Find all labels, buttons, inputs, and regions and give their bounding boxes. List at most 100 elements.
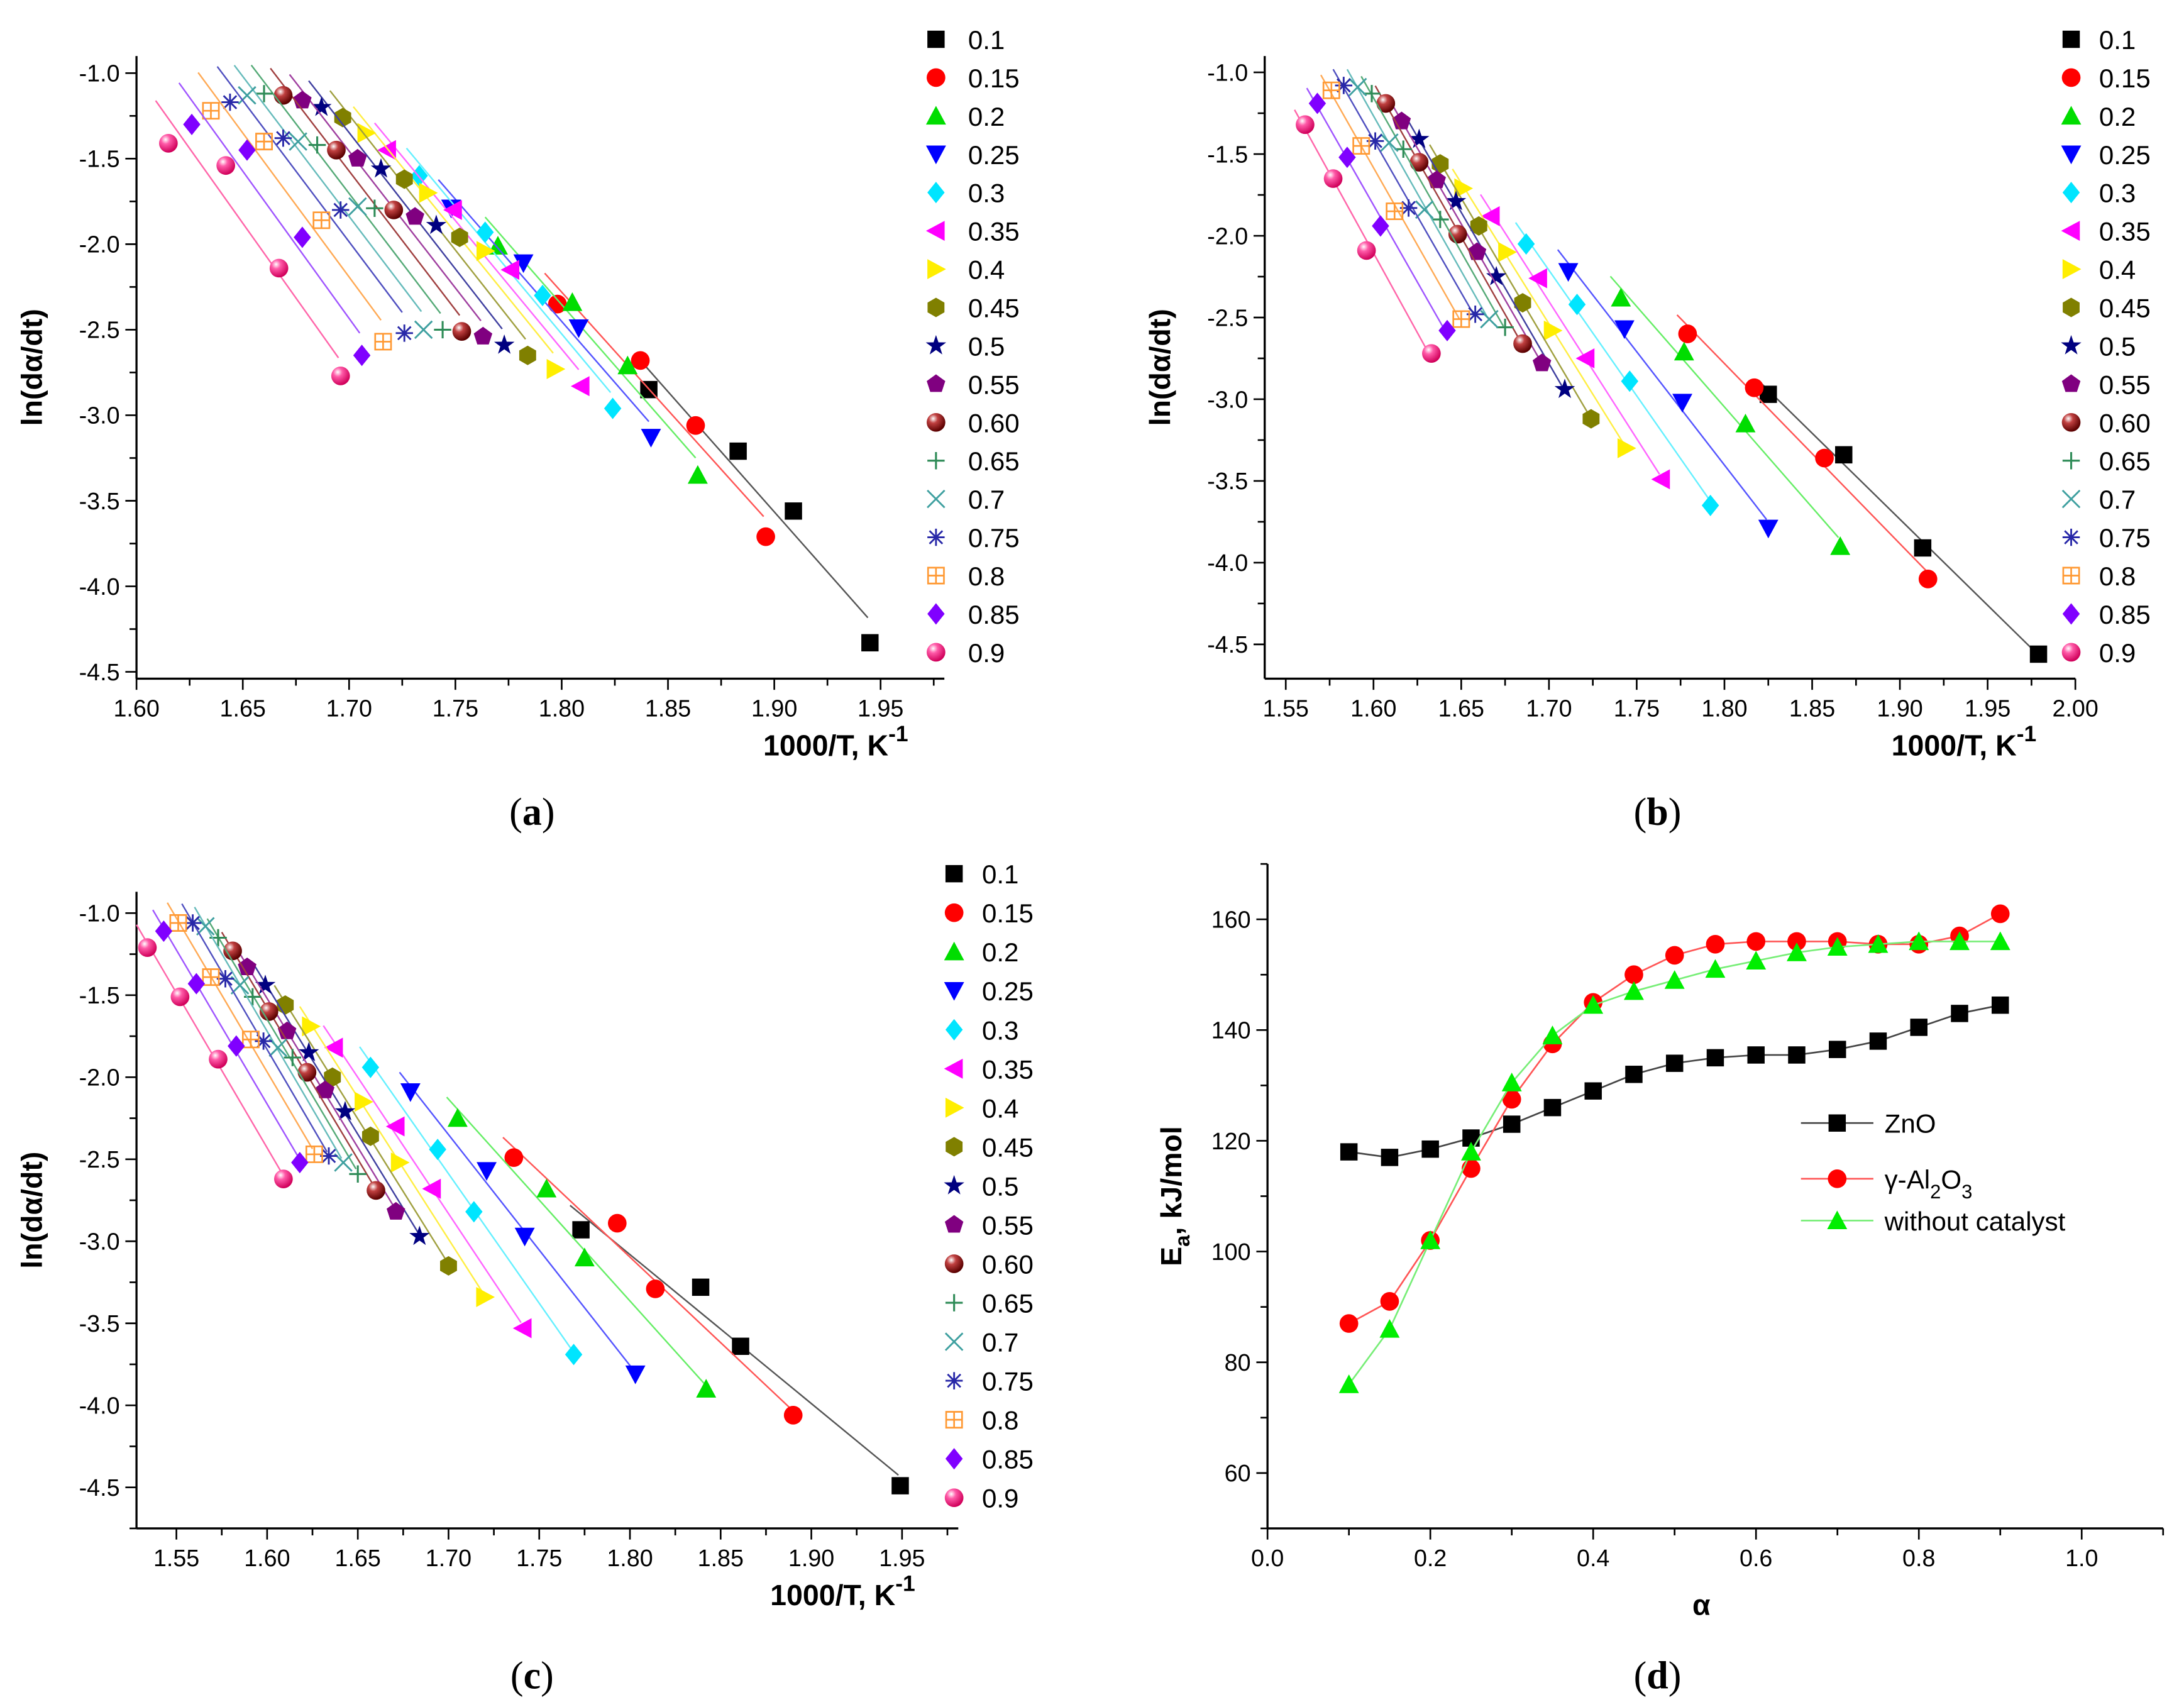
series-0.55: [289, 74, 493, 345]
legend-marker: [927, 297, 945, 318]
data-point: [361, 1056, 380, 1078]
series-0.25: [399, 1071, 646, 1384]
legend-label: 0.7: [982, 1328, 1019, 1357]
data-point: [1705, 959, 1726, 978]
series-0.5: [308, 80, 515, 354]
legend-label: 0.45: [2099, 294, 2151, 323]
data-point: [1409, 128, 1430, 148]
legend-label: 0.1: [2099, 25, 2136, 55]
data-point: [1611, 287, 1631, 307]
data-point: [334, 1153, 353, 1172]
y-tick-label: -3.0: [1207, 386, 1248, 412]
series-0.8: [167, 902, 323, 1163]
data-point: [513, 254, 534, 273]
legend-label: 0.85: [2099, 600, 2151, 629]
legend-label: 0.1: [968, 25, 1005, 55]
y-tick-label: -3.5: [79, 488, 120, 514]
legend-marker: [925, 106, 946, 125]
y-tick-label: -3.5: [1207, 468, 1248, 494]
legend-label-sub: 3: [1961, 1181, 1972, 1203]
fit-line: [1408, 121, 1564, 389]
x-tick-label: 1.85: [698, 1545, 744, 1571]
data-point: [353, 345, 371, 367]
y-tick-label: -3.0: [79, 1229, 120, 1255]
data-point: [332, 201, 350, 219]
panel-label: (b): [1634, 791, 1682, 834]
data-point: [732, 1337, 749, 1356]
data-point: [1621, 370, 1639, 392]
data-point: [686, 416, 705, 435]
fit-line: [233, 65, 422, 312]
legend-label: 0.5: [982, 1171, 1019, 1201]
series-0.45: [273, 985, 457, 1276]
panel-label-close: ): [542, 791, 555, 834]
data-point: [155, 920, 173, 942]
x-tick-label: 0.6: [1740, 1545, 1772, 1571]
data-point: [1543, 1098, 1562, 1117]
series-0.1: [1757, 379, 2048, 663]
data-point: [370, 158, 392, 178]
legend-label: without catalyst: [1884, 1207, 2066, 1236]
series-0.15: [502, 1137, 803, 1425]
data-point: [1422, 344, 1441, 363]
data-point: [1386, 202, 1404, 220]
y-tick-label: -1.0: [79, 900, 120, 927]
x-tick-label: 1.60: [1350, 695, 1396, 721]
data-point: [1376, 94, 1396, 113]
data-point: [228, 1035, 245, 1057]
y-tick-label: -1.5: [79, 982, 120, 1008]
data-point: [390, 1152, 410, 1173]
data-point: [617, 355, 638, 375]
legend-label: 0.35: [2099, 217, 2151, 246]
panel-label-letter: d: [1646, 1655, 1668, 1698]
x-tick-label: 1.65: [220, 695, 266, 721]
legend-marker: [945, 1448, 963, 1470]
data-point: [289, 132, 307, 151]
data-point: [625, 1365, 646, 1384]
series-0.75: [216, 66, 413, 342]
y-tick-label: 60: [1225, 1460, 1251, 1486]
data-point: [238, 139, 256, 161]
legend-marker: [927, 566, 945, 585]
data-point: [1335, 77, 1353, 94]
chart-panel-a: 1.60 1.65 1.70 1.75 1.80 1.85 1.90 1.95 -1.0 -1.5…: [15, 25, 1019, 834]
data-point: [1910, 1019, 1928, 1036]
data-point: [259, 1002, 279, 1021]
data-point: [1470, 216, 1487, 236]
data-point: [1918, 570, 1938, 588]
fit-line: [178, 82, 361, 334]
data-point: [565, 1344, 583, 1366]
data-point: [414, 320, 433, 340]
y-tick-label: -1.5: [79, 146, 120, 172]
legend-marker: [2061, 374, 2081, 392]
series-0.65: [250, 64, 451, 339]
data-point: [1486, 265, 1507, 285]
legend-marker: [2062, 566, 2080, 585]
fit-line: [194, 907, 343, 1159]
data-point: [729, 442, 747, 460]
fit-line: [155, 100, 339, 358]
data-point: [465, 1201, 483, 1223]
legend-marker: [944, 903, 964, 922]
fit-line: [446, 1097, 705, 1384]
legend-label: 0.7: [2099, 485, 2136, 514]
y-tick-label: 160: [1211, 906, 1251, 932]
fit-line: [1452, 168, 1625, 446]
fit-line: [635, 355, 869, 619]
data-point: [1460, 1142, 1481, 1161]
data-point: [1481, 206, 1500, 226]
legend-marker: [945, 1019, 963, 1041]
panel-label-letter: b: [1646, 791, 1668, 834]
data-point: [255, 133, 273, 151]
data-point: [387, 1202, 405, 1220]
data-point: [1745, 378, 1764, 397]
series-0.4: [353, 106, 566, 379]
data-point: [1747, 1046, 1765, 1064]
data-point: [494, 334, 515, 354]
legend-label: 0.45: [982, 1132, 1034, 1162]
y-tick-label: 140: [1211, 1017, 1251, 1044]
data-point: [891, 1477, 909, 1494]
data-point: [785, 502, 802, 520]
data-point: [692, 1278, 710, 1296]
